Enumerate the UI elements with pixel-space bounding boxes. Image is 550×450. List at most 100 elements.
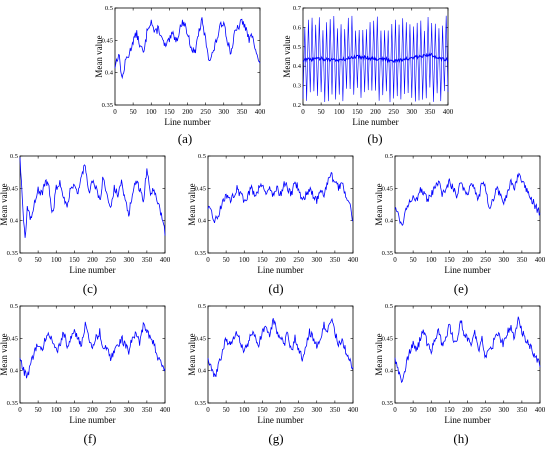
x-tick-label: 0	[301, 108, 305, 116]
plot-frame	[19, 305, 166, 404]
x-tick-label: 300	[499, 256, 510, 264]
series-line	[394, 172, 541, 227]
y-axis-label: Mean value	[0, 333, 9, 375]
x-axis-label: Line number	[444, 265, 490, 275]
chart-svg: 0 50 100 150 200 250 300 350 400 0.2 0.3 0.4 0.5 0.6 0…	[282, 5, 454, 127]
y-axis-label: Mean value	[0, 183, 9, 225]
chart-panel-f: 0 50 100 150 200 250 300 350 400 0.35 0.4 0.45 0.5 Li…	[0, 300, 175, 428]
caption-d: (d)	[268, 281, 284, 296]
y-axis-label: Mean value	[282, 35, 292, 77]
x-tick-label: 100	[426, 256, 437, 264]
y-tick-label: 0.5	[10, 153, 18, 160]
x-tick-label: 250	[293, 406, 304, 414]
chart-svg: 0 50 100 150 200 250 300 350 400 0.35 0.4 0.45 0.5 Li…	[374, 153, 546, 275]
x-tick-label: 0	[206, 406, 210, 414]
x-tick-label: 350	[517, 406, 528, 414]
x-tick-label: 400	[255, 108, 266, 116]
x-tick-label: 0	[113, 108, 117, 116]
y-axis-label: Mean value	[187, 333, 197, 375]
x-tick-label: 250	[200, 108, 211, 116]
x-tick-label: 250	[388, 108, 399, 116]
plot-frame	[19, 155, 166, 254]
x-tick-label: 150	[444, 406, 455, 414]
x-tick-label: 400	[160, 256, 171, 264]
x-axis-label: Line number	[164, 117, 210, 127]
x-tick-label: 0	[393, 406, 397, 414]
chart-panel-d: 0 50 100 150 200 250 300 350 400 0.35 0.4 0.45 0.5 Li…	[185, 150, 360, 278]
x-tick-label: 200	[370, 108, 381, 116]
x-tick-label: 250	[105, 406, 116, 414]
x-tick-label: 0	[393, 256, 397, 264]
x-tick-label: 250	[293, 256, 304, 264]
y-tick-label: 0.5	[198, 303, 206, 310]
x-tick-label: 150	[69, 406, 80, 414]
y-tick-label: 0.2	[293, 102, 301, 109]
y-tick-label: 0.4	[385, 368, 394, 375]
y-tick-label: 0.35	[195, 250, 206, 257]
x-tick-label: 150	[164, 108, 175, 116]
caption-e: (e)	[453, 281, 469, 296]
series-line	[302, 52, 449, 64]
x-tick-label: 0	[18, 256, 22, 264]
x-tick-label: 350	[517, 256, 528, 264]
x-tick-label: 250	[480, 256, 491, 264]
x-tick-label: 200	[462, 256, 473, 264]
x-tick-label: 0	[18, 406, 22, 414]
chart-svg: 0 50 100 150 200 250 300 350 400 0.35 0.4 0.45 0.5 Li…	[0, 153, 171, 275]
y-tick-label: 0.4	[10, 368, 19, 375]
y-tick-label: 0.45	[102, 37, 113, 44]
x-tick-label: 350	[330, 256, 341, 264]
y-tick-label: 0.45	[7, 185, 18, 192]
x-tick-label: 50	[410, 406, 418, 414]
x-tick-label: 300	[219, 108, 230, 116]
y-tick-label: 0.35	[7, 400, 18, 407]
x-axis-label: Line number	[444, 415, 490, 425]
y-tick-label: 0.45	[382, 185, 393, 192]
y-tick-label: 0.3	[293, 83, 301, 90]
x-tick-label: 100	[239, 256, 250, 264]
x-tick-label: 200	[275, 256, 286, 264]
x-tick-label: 50	[223, 256, 231, 264]
x-tick-label: 150	[444, 256, 455, 264]
x-tick-label: 350	[237, 108, 248, 116]
x-tick-label: 200	[182, 108, 193, 116]
x-tick-label: 200	[462, 406, 473, 414]
plot-frame	[114, 7, 261, 106]
chart-svg: 0 50 100 150 200 250 300 350 400 0.35 0.4 0.45 0.5 Li…	[94, 5, 266, 127]
y-tick-label: 0.6	[293, 24, 302, 31]
y-tick-label: 0.4	[198, 368, 207, 375]
x-tick-label: 350	[142, 256, 153, 264]
chart-panel-g: 0 50 100 150 200 250 300 350 400 0.35 0.4 0.45 0.5 Li…	[185, 300, 360, 428]
x-tick-label: 100	[334, 108, 345, 116]
y-axis-label: Mean value	[94, 35, 104, 77]
x-tick-label: 100	[426, 406, 437, 414]
x-tick-label: 350	[330, 406, 341, 414]
x-tick-label: 400	[535, 406, 546, 414]
x-axis-label: Line number	[257, 265, 303, 275]
chart-panel-c: 0 50 100 150 200 250 300 350 400 0.35 0.4 0.45 0.5 Li…	[0, 150, 175, 278]
y-axis-label: Mean value	[374, 183, 384, 225]
chart-panel-e: 0 50 100 150 200 250 300 350 400 0.35 0.4 0.45 0.5 Li…	[372, 150, 547, 278]
x-axis-label: Line number	[69, 265, 115, 275]
y-tick-label: 0.45	[195, 185, 206, 192]
x-tick-label: 50	[223, 406, 231, 414]
caption-b: (b)	[367, 131, 383, 146]
chart-svg: 0 50 100 150 200 250 300 350 400 0.35 0.4 0.45 0.5 Li…	[187, 153, 359, 275]
y-tick-label: 0.35	[382, 250, 393, 257]
x-tick-label: 50	[410, 256, 418, 264]
x-tick-label: 300	[124, 406, 135, 414]
x-tick-label: 150	[257, 406, 268, 414]
chart-svg: 0 50 100 150 200 250 300 350 400 0.35 0.4 0.45 0.5 Li…	[187, 303, 359, 425]
y-tick-label: 0.35	[382, 400, 393, 407]
x-axis-label: Line number	[352, 117, 398, 127]
series-line	[114, 17, 261, 80]
chart-panel-a: 0 50 100 150 200 250 300 350 400 0.35 0.4 0.45 0.5 Li…	[94, 2, 270, 129]
plot-frame	[394, 155, 541, 254]
x-tick-label: 300	[312, 256, 323, 264]
series-line	[19, 157, 166, 238]
series-oscillation	[302, 15, 449, 103]
x-tick-label: 300	[124, 256, 135, 264]
y-tick-label: 0.45	[195, 335, 206, 342]
x-tick-label: 100	[51, 256, 62, 264]
x-tick-label: 50	[35, 256, 43, 264]
